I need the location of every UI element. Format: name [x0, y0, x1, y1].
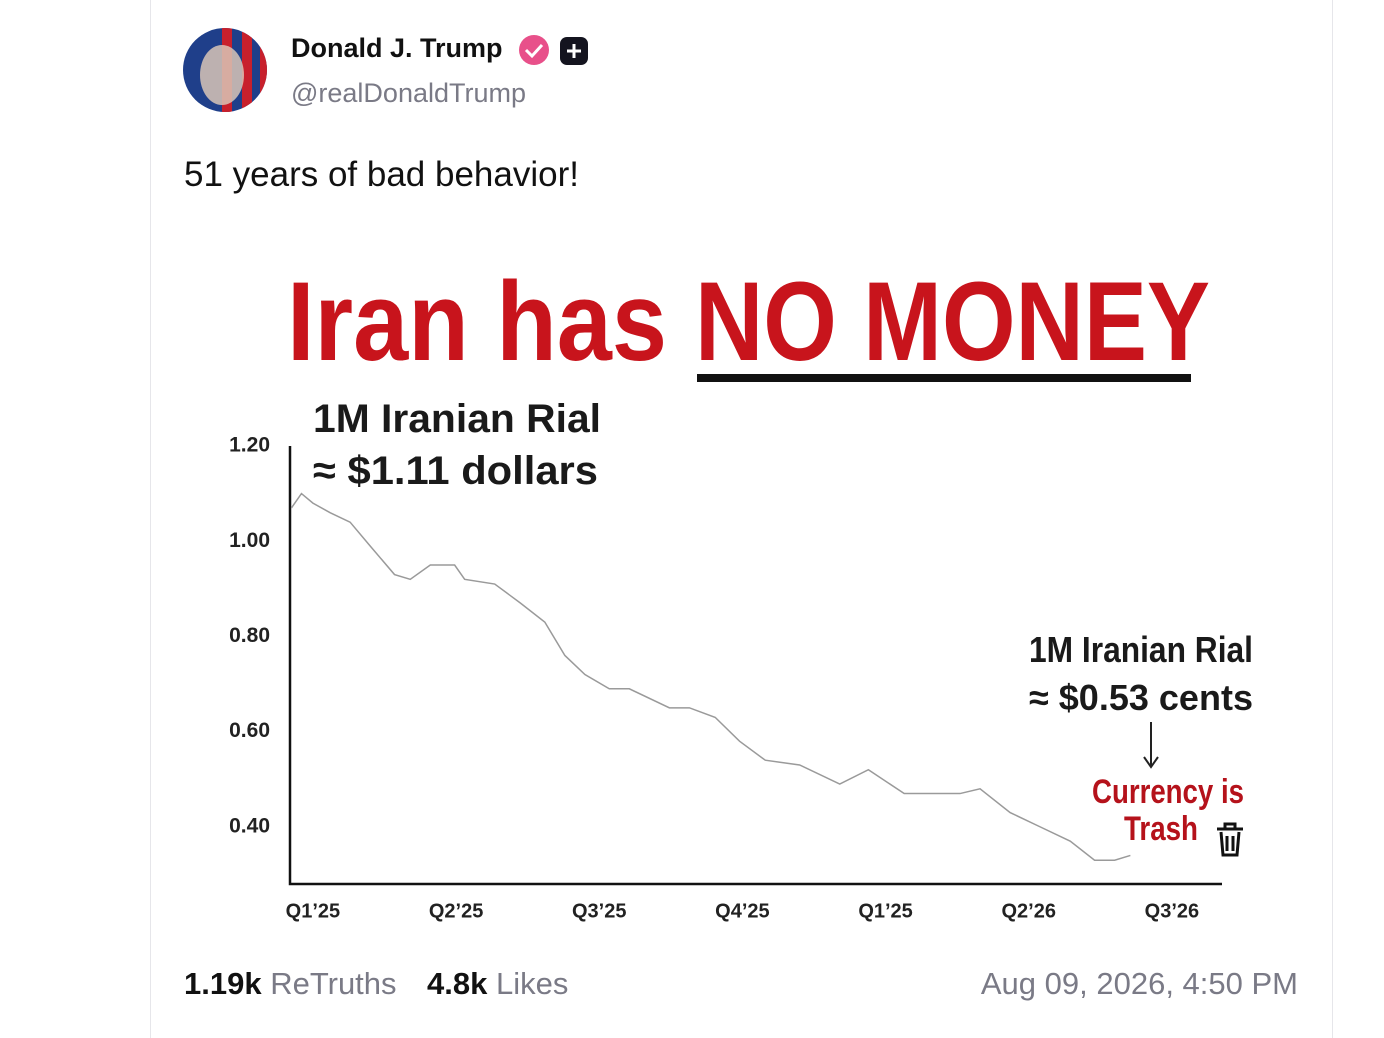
- trash-icon: [1217, 822, 1243, 857]
- retruths-label: ReTruths: [270, 966, 397, 1001]
- annotation: Currency is: [1092, 773, 1244, 811]
- avatar[interactable]: [183, 28, 270, 112]
- axis: [288, 446, 1222, 886]
- x-tick-label: Q3’26: [1145, 900, 1199, 922]
- timestamp[interactable]: Aug 09, 2026, 4:50 PM: [980, 966, 1298, 1001]
- annotation: ≈ $0.53 cents: [1029, 677, 1253, 718]
- line: [290, 492, 1131, 861]
- x-tick-label: Q1’25: [858, 900, 912, 922]
- x-tick-label: Q4’25: [715, 900, 769, 922]
- y-tick-label: 0.40: [229, 814, 270, 837]
- arrow: [1143, 722, 1159, 769]
- likes-count: 4.8k: [427, 966, 488, 1001]
- plus-badge: [560, 37, 588, 65]
- y-tick-label: 0.80: [229, 624, 270, 647]
- likes[interactable]: 4.8k Likes: [427, 966, 568, 1002]
- y-tick-label: 1.20: [229, 434, 270, 457]
- annotation: 1M Iranian Rial: [1029, 629, 1253, 670]
- chart-title-emphasis: NO MONEY: [695, 259, 1210, 384]
- retruths-count: 1.19k: [184, 966, 262, 1001]
- x-tick-label: Q2’26: [1001, 900, 1055, 922]
- retruths[interactable]: 1.19k ReTruths: [184, 966, 397, 1002]
- post-text: 51 years of bad behavior!: [184, 155, 579, 194]
- y-tick-label: 1.00: [229, 529, 270, 552]
- verified-badge: [519, 35, 549, 65]
- likes-label: Likes: [495, 966, 569, 1001]
- author-handle[interactable]: @realDonaldTrump: [291, 78, 526, 108]
- annotation: 1M Iranian Rial: [313, 397, 601, 441]
- post-card: [150, 0, 1333, 1038]
- title-underline: [697, 374, 1191, 382]
- x-tick-label: Q2’25: [429, 900, 483, 922]
- annotation: Trash: [1124, 810, 1198, 848]
- annotation: ≈ $1.11 dollars: [313, 449, 598, 493]
- author-name[interactable]: Donald J. Trump: [291, 33, 503, 63]
- chart-title: Iran has: [287, 259, 667, 384]
- x-tick-label: Q3’25: [572, 900, 626, 922]
- y-tick-label: 0.60: [229, 719, 270, 742]
- x-tick-label: Q1’25: [286, 900, 340, 922]
